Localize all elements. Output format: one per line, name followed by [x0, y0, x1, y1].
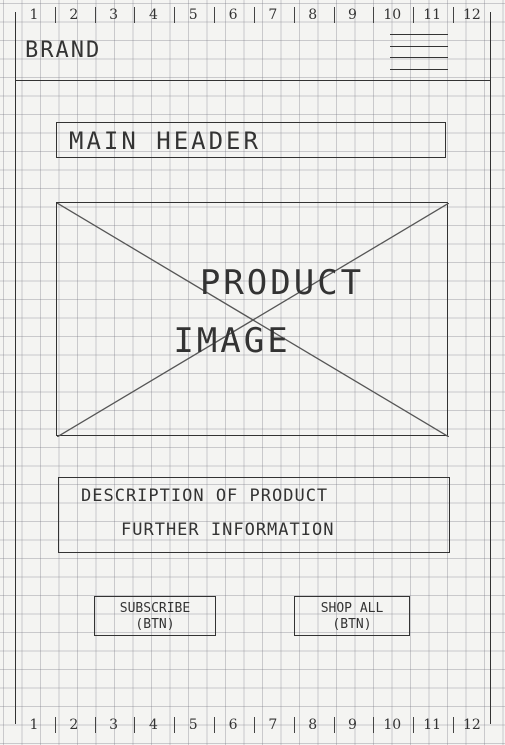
ruler-tick: 8 [293, 717, 331, 733]
ruler-tick: 1 [29, 7, 39, 23]
product-image-label: IMAGE [173, 321, 291, 361]
description-text: DESCRIPTION OF PRODUCT [81, 486, 329, 506]
ruler-tick: 2 [54, 7, 92, 23]
ruler-tick: 4 [134, 7, 171, 23]
ruler-tick: 3 [94, 717, 132, 733]
subscribe-button[interactable]: SUBSCRIBE (BTN) [94, 596, 216, 636]
ruler-tick: 6 [214, 7, 251, 23]
main-header: MAIN HEADER [56, 122, 446, 158]
subscribe-button-sublabel: (BTN) [135, 617, 175, 632]
ruler-tick: 8 [293, 7, 331, 23]
ruler-tick: 5 [174, 7, 211, 23]
product-image-placeholder: PRODUCT IMAGE [56, 202, 449, 437]
brand-logo[interactable]: BRAND [25, 38, 102, 63]
ruler-tick: 7 [253, 7, 291, 23]
ruler-tick: 12 [452, 7, 490, 23]
column-ruler-bottom: 1 2 3 4 5 6 7 8 9 10 11 12 [16, 714, 490, 736]
ruler-tick: 10 [373, 717, 410, 733]
ruler-tick: 4 [134, 717, 171, 733]
placeholder-cross-icon [57, 203, 449, 437]
further-information-text: FURTHER INFORMATION [121, 520, 335, 540]
navbar: BRAND [15, 24, 490, 81]
shop-all-button[interactable]: SHOP ALL (BTN) [294, 596, 410, 636]
shop-all-button-label: SHOP ALL [320, 601, 384, 616]
ruler-tick: 1 [29, 717, 39, 733]
column-ruler-top: 1 2 3 4 5 6 7 8 9 10 11 12 [16, 4, 490, 26]
ruler-tick: 12 [452, 717, 490, 733]
ruler-tick: 2 [54, 717, 92, 733]
ruler-tick: 11 [413, 7, 450, 23]
ruler-tick: 6 [214, 717, 251, 733]
product-description: DESCRIPTION OF PRODUCT FURTHER INFORMATI… [58, 477, 450, 553]
ruler-tick: 11 [413, 717, 450, 733]
shop-all-button-sublabel: (BTN) [332, 617, 372, 632]
ruler-tick: 3 [94, 7, 132, 23]
ruler-tick: 5 [174, 717, 211, 733]
page-frame-right [490, 12, 491, 724]
hamburger-icon[interactable] [390, 34, 448, 70]
ruler-tick: 10 [373, 7, 410, 23]
product-image-label: PRODUCT [199, 263, 365, 303]
ruler-tick: 7 [253, 717, 291, 733]
ruler-tick: 9 [333, 717, 371, 733]
page-frame-left [15, 12, 16, 724]
subscribe-button-label: SUBSCRIBE [119, 601, 191, 616]
ruler-tick: 9 [333, 7, 371, 23]
main-header-text: MAIN HEADER [69, 127, 261, 155]
